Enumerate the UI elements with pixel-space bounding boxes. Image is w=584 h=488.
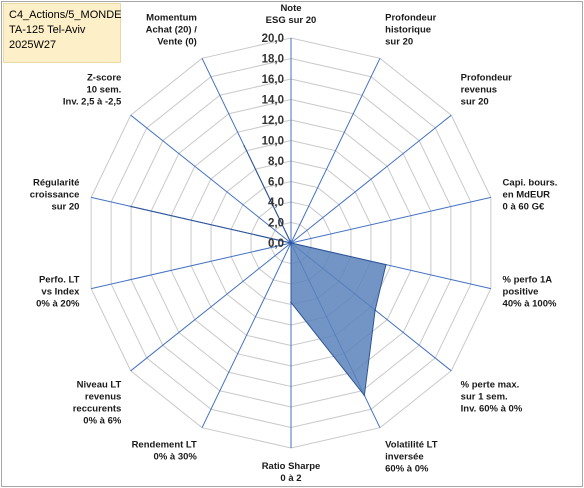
tick-label: 12,0 <box>262 115 284 127</box>
axis-label: Volatilité LT inversée 60% à 0% <box>385 440 438 475</box>
axis-label: Profondeur historique sur 20 <box>385 12 436 47</box>
axis-label: Niveau LT revenus reccurents 0% à 6% <box>73 379 122 426</box>
radar-axis-labels: Note ESG sur 20 Profondeur historique sur 20… <box>30 3 558 484</box>
axis-spoke <box>130 114 292 244</box>
data-point <box>290 242 292 244</box>
tick-label: 8,0 <box>268 156 284 168</box>
axis-label: Capi. bours. en MdEUR 0 à 60 G€ <box>503 178 558 213</box>
axis-label: Perfo. LT vs Index 0% à 20% <box>36 274 80 309</box>
axis-label: Momentum Achat (20) / Vente (0) <box>146 12 198 47</box>
tick-label: 10,0 <box>262 136 284 148</box>
info-box: C4_Actions/5_MONDE TA-125 Tel-Aviv 2025W… <box>3 3 122 63</box>
radar-series <box>130 145 387 397</box>
data-point <box>290 301 292 304</box>
data-point <box>374 309 376 311</box>
axis-spoke <box>290 114 452 244</box>
axis-label: % perte max. sur 1 sem. Inv. 60% à 0% <box>461 379 523 414</box>
axis-spoke <box>130 242 292 372</box>
axis-spoke <box>201 242 292 428</box>
tick-label: 0,0 <box>268 238 284 250</box>
axis-label: Note ESG sur 20 <box>266 3 317 26</box>
series-area <box>131 145 387 397</box>
radar-tick-labels: 0,0 2,0 4,0 6,0 8,0 10,0 12,0 14,0 16,0 18,0 20,0 <box>262 33 284 250</box>
data-point <box>243 145 246 147</box>
axis-spoke <box>290 58 381 244</box>
tick-label: 14,0 <box>262 95 284 107</box>
tick-label: 4,0 <box>268 197 284 209</box>
info-line-index: TA-125 Tel-Aviv <box>9 24 86 36</box>
info-line-week: 2025W27 <box>9 39 57 51</box>
tick-label: 18,0 <box>262 54 284 66</box>
axis-spoke <box>91 242 292 290</box>
info-line-category: C4_Actions/5_MONDE <box>9 9 122 21</box>
axis-label: % perfo 1A positive 40% à 100% <box>503 274 557 309</box>
tick-label: 2,0 <box>268 218 284 230</box>
data-point <box>130 205 132 208</box>
axis-label: Z-score 10 sem. Inv. 2,5 à -2,5 <box>63 73 122 108</box>
tick-label: 6,0 <box>268 177 284 189</box>
axis-spoke <box>290 196 491 244</box>
axis-label: Ratio Sharpe 0 à 2 <box>262 461 321 484</box>
data-point <box>385 263 387 266</box>
data-point <box>363 394 366 397</box>
axis-label: Rendement LT 0% à 30% <box>132 440 198 463</box>
tick-label: 20,0 <box>262 33 284 45</box>
tick-label: 16,0 <box>262 74 284 86</box>
axis-label: Régularité croissance sur 20 <box>30 178 80 213</box>
axis-label: Profondeur revenus sur 20 <box>461 73 512 108</box>
